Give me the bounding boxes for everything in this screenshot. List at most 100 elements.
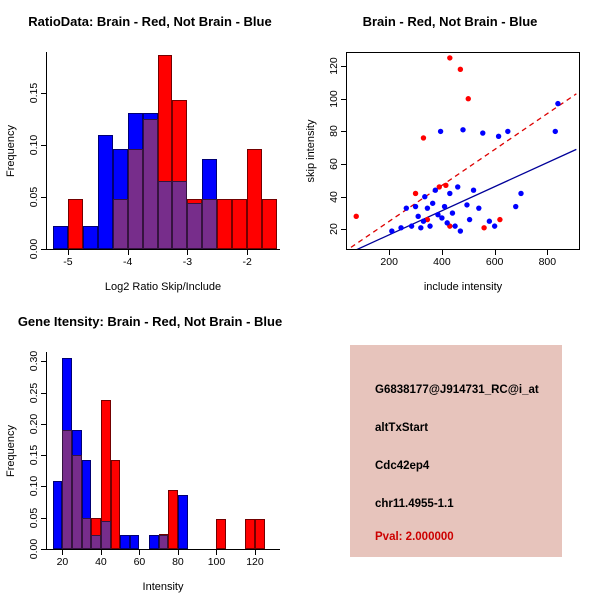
info-box: G6838177@J914731_RC@i_at altTxStart Cdc4… xyxy=(350,345,562,557)
y-tick xyxy=(41,361,46,363)
y-tick-label: 0.15 xyxy=(28,83,40,104)
hist-bar xyxy=(129,535,140,549)
hist-bar-overlap xyxy=(62,430,73,549)
y-tick xyxy=(41,145,46,147)
hist-bar xyxy=(168,489,178,549)
y-tick-label: 0.00 xyxy=(28,238,40,260)
plot-area-scatter: 200 400 600 800 20 40 60 80 100 120 xyxy=(328,52,580,268)
y-tick xyxy=(41,249,46,250)
data-point xyxy=(449,210,456,216)
data-point xyxy=(415,213,421,220)
data-point xyxy=(435,212,441,218)
y-axis-label-scatter: skip intensity xyxy=(305,119,317,183)
x-tick-label: 80 xyxy=(172,556,184,568)
x-tick xyxy=(100,550,102,555)
gene-name-text: Cdc42ep4 xyxy=(375,460,430,472)
hist-bar xyxy=(149,535,159,549)
x-tick-label: 200 xyxy=(380,256,398,268)
chart-title-scatter: Brain - Red, Not Brain - Blue xyxy=(362,14,538,29)
data-point xyxy=(447,190,453,197)
y-tick-label: 0.05 xyxy=(28,186,40,208)
hist-bar-overlap xyxy=(81,517,92,549)
data-point xyxy=(398,225,404,231)
data-point xyxy=(505,128,511,135)
y-axis-label-gene: Frequency xyxy=(5,425,17,477)
y-tick xyxy=(341,229,346,231)
probe-id-text: G6838177@J914731_RC@i_at xyxy=(375,384,539,396)
pval-text: Pval: 2.000000 xyxy=(375,531,454,543)
plot-area-gene-histogram: 20 40 60 80 100 120 0.00 0.05 0.10 0.15 0.20 0.25 0.… xyxy=(28,351,280,568)
hist-bar xyxy=(247,149,263,249)
x-tick-label: -5 xyxy=(63,256,73,268)
x-tick-label: -4 xyxy=(122,256,133,268)
x-tick xyxy=(67,250,69,255)
x-axis-label-ratio: Log2 Ratio Skip/Include xyxy=(104,281,222,293)
data-point xyxy=(412,203,419,210)
data-point xyxy=(491,223,498,229)
y-tick-label: 0.25 xyxy=(28,382,40,403)
x-tick-label: 20 xyxy=(56,556,69,568)
x-tick xyxy=(216,550,218,555)
chart-title-ratio: RatioData: Brain - Red, Not Brain - Blue xyxy=(28,14,272,29)
data-point xyxy=(427,223,433,229)
x-tick xyxy=(187,250,189,255)
x-tick-label: 100 xyxy=(207,556,226,568)
hist-bar-overlap xyxy=(72,455,82,549)
x-tick xyxy=(127,250,129,255)
x-tick-label: 400 xyxy=(433,256,451,268)
panel-ratio-histogram: RatioData: Brain - Red, Not Brain - Blue… xyxy=(0,0,300,300)
hist-bar xyxy=(216,518,227,549)
brain-fit-line xyxy=(350,93,577,248)
data-point xyxy=(518,190,524,197)
hist-bar xyxy=(217,199,233,249)
y-tick xyxy=(341,66,346,68)
y-axis-label-ratio: Frequency xyxy=(5,125,17,177)
x-tick-label: -2 xyxy=(242,256,252,268)
x-tick xyxy=(441,250,443,255)
y-tick-label: 80 xyxy=(328,125,340,138)
data-point xyxy=(480,130,486,136)
hist-bar-overlap xyxy=(202,199,218,249)
data-point xyxy=(457,228,464,234)
y-tick-label: 0.30 xyxy=(28,351,40,372)
data-point xyxy=(441,203,448,210)
x-tick-label: 600 xyxy=(485,256,504,268)
hist-bar-overlap xyxy=(172,180,188,249)
data-point xyxy=(408,223,415,229)
data-point xyxy=(437,128,444,135)
data-point xyxy=(420,218,427,224)
data-point xyxy=(476,205,482,211)
x-tick xyxy=(62,550,64,555)
y-tick xyxy=(341,196,346,198)
data-point xyxy=(420,135,427,141)
hist-bar xyxy=(97,134,113,249)
data-point xyxy=(444,220,450,226)
data-point xyxy=(481,225,487,231)
y-tick xyxy=(41,197,46,199)
x-tick-label: 40 xyxy=(95,556,107,568)
data-point xyxy=(555,100,561,107)
data-point xyxy=(552,128,558,135)
y-tick-label: 20 xyxy=(328,223,340,236)
data-point xyxy=(470,187,477,193)
panel-intensity-scatter: Brain - Red, Not Brain - Blue skip inten… xyxy=(300,0,600,300)
y-tick-label: 0.10 xyxy=(28,135,40,156)
y-tick-label: 0.15 xyxy=(28,444,40,466)
hist-bar-overlap xyxy=(157,180,173,249)
data-point xyxy=(455,184,461,190)
data-point xyxy=(452,223,458,229)
y-tick xyxy=(341,131,346,133)
y-tick xyxy=(41,392,46,394)
x-tick xyxy=(547,250,549,255)
data-point xyxy=(439,215,445,221)
data-point xyxy=(353,213,359,220)
data-point xyxy=(422,194,428,200)
panel-gene-histogram: Gene Itensity: Brain - Red, Not Brain - … xyxy=(0,300,300,600)
hist-bar-overlap xyxy=(187,203,203,249)
data-point xyxy=(443,182,449,188)
hist-bar xyxy=(52,480,63,549)
y-tick-label: 60 xyxy=(328,158,340,170)
x-tick xyxy=(254,550,256,555)
data-point xyxy=(486,218,493,224)
hist-bar xyxy=(52,226,68,249)
